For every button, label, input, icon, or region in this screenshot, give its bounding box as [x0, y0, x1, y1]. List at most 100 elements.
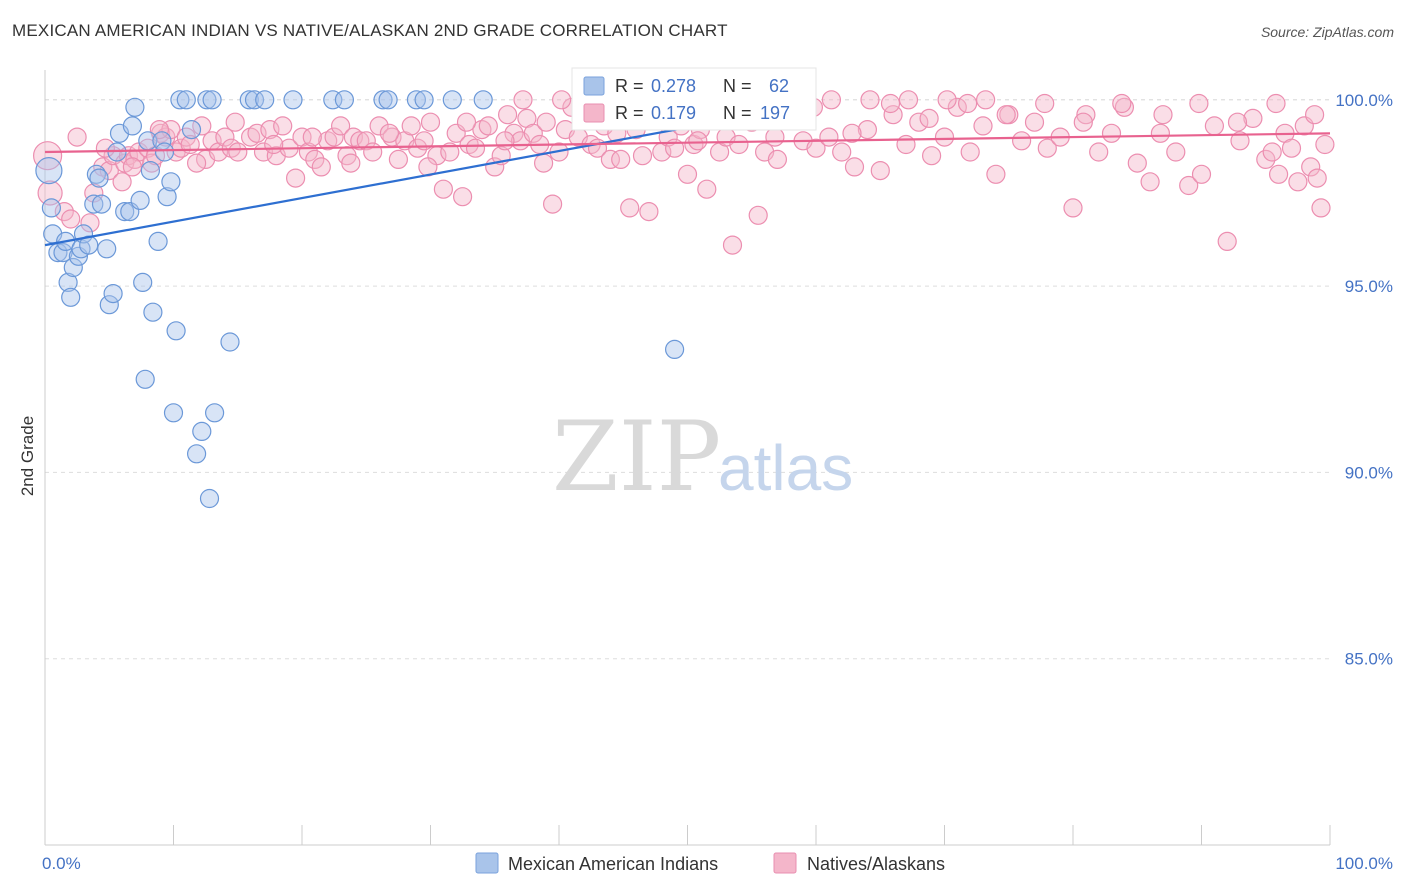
point-mexican-american-indians-51 — [255, 90, 275, 110]
point-natives-alaskans-123 — [921, 146, 942, 166]
point-natives-alaskans-92 — [639, 202, 659, 222]
point-natives-alaskans-49 — [356, 131, 376, 151]
point-natives-alaskans-140 — [1140, 172, 1160, 192]
point-natives-alaskans-144 — [1191, 164, 1212, 184]
point-natives-alaskans-153 — [1281, 138, 1302, 158]
axes — [44, 70, 1331, 846]
point-mexican-american-indians-30 — [140, 161, 160, 181]
point-natives-alaskans-50 — [363, 142, 383, 162]
point-natives-alaskans-193 — [1304, 105, 1325, 125]
point-natives-alaskans-177 — [688, 131, 708, 151]
point-natives-alaskans-125 — [947, 97, 967, 117]
y-tick-label-3: 85.0% — [1345, 650, 1393, 669]
point-mexican-american-indians-26 — [130, 190, 150, 210]
point-natives-alaskans-184 — [957, 93, 978, 114]
point-natives-alaskans-91 — [632, 146, 653, 166]
point-mexican-american-indians-54 — [334, 90, 354, 110]
point-natives-alaskans-172 — [495, 131, 515, 151]
point-natives-alaskans-76 — [536, 112, 556, 132]
point-mexican-american-indians-45 — [199, 488, 220, 509]
stats-n-value-pink: 197 — [760, 103, 790, 123]
point-natives-alaskans-4 — [80, 213, 100, 233]
point-natives-alaskans-141 — [1153, 105, 1173, 125]
point-natives-alaskans-143 — [1179, 175, 1199, 196]
point-mexican-american-indians-28 — [135, 369, 155, 389]
watermark-atlas: atlas — [718, 432, 853, 504]
point-natives-alaskans-122 — [909, 112, 929, 132]
point-mexican-american-indians-25 — [125, 97, 145, 117]
point-mexican-american-indians-1 — [41, 198, 62, 218]
point-mexican-american-indians-7 — [61, 287, 81, 307]
point-mexican-american-indians-18 — [99, 295, 119, 315]
point-natives-alaskans-191 — [1227, 112, 1248, 132]
point-natives-alaskans-57 — [414, 131, 434, 151]
point-natives-alaskans-132 — [1037, 138, 1057, 158]
point-mexican-american-indians-22 — [115, 202, 135, 222]
point-natives-alaskans-55 — [401, 116, 421, 136]
point-natives-alaskans-89 — [620, 198, 640, 218]
point-natives-alaskans-28 — [215, 127, 235, 147]
point-natives-alaskans-147 — [1230, 131, 1250, 151]
point-mexican-american-indians-52 — [283, 90, 303, 110]
stats-r-label-pink: R = — [615, 103, 644, 123]
point-mexican-american-indians-35 — [157, 187, 177, 207]
point-natives-alaskans-3 — [61, 209, 81, 229]
stats-swatch-pink — [583, 103, 605, 123]
point-mexican-american-indians-58 — [414, 90, 434, 110]
point-natives-alaskans-164 — [187, 153, 207, 173]
point-natives-alaskans-42 — [311, 157, 331, 177]
point-natives-alaskans-34 — [260, 120, 280, 140]
point-natives-alaskans-74 — [523, 123, 543, 143]
stats-r-value-pink: 0.179 — [651, 103, 696, 123]
point-natives-alaskans-154 — [1288, 172, 1308, 192]
point-mexican-american-indians-16 — [91, 194, 112, 214]
point-natives-alaskans-70 — [498, 105, 518, 125]
point-mexican-american-indians-39 — [170, 90, 190, 110]
point-mexican-american-indians-42 — [187, 444, 207, 464]
point-mexican-american-indians-17 — [97, 239, 117, 259]
stats-n-label-pink: N = — [723, 103, 752, 123]
point-natives-alaskans-126 — [960, 142, 980, 162]
point-mexican-american-indians-57 — [406, 90, 426, 110]
point-natives-alaskans-205 — [937, 90, 957, 110]
point-natives-alaskans-124 — [934, 127, 955, 147]
point-natives-alaskans-56 — [408, 138, 428, 158]
point-natives-alaskans-67 — [478, 116, 498, 136]
point-natives-alaskans-167 — [302, 127, 322, 147]
point-natives-alaskans-189 — [1150, 123, 1171, 143]
point-mexican-american-indians-44 — [197, 90, 217, 110]
point-natives-alaskans-1 — [37, 180, 63, 206]
point-natives-alaskans-116 — [832, 142, 852, 162]
legend-label-mexican-american-indians: Mexican American Indians — [508, 854, 718, 874]
point-mexican-american-indians-4 — [53, 243, 73, 263]
point-mexican-american-indians-37 — [163, 403, 184, 423]
point-mexican-american-indians-46 — [202, 90, 222, 110]
point-mexican-american-indians-55 — [373, 90, 393, 110]
point-natives-alaskans-109 — [748, 205, 768, 225]
point-natives-alaskans-168 — [341, 153, 361, 173]
point-natives-alaskans-135 — [1076, 105, 1096, 125]
point-natives-alaskans-204 — [898, 90, 919, 110]
point-natives-alaskans-185 — [996, 105, 1016, 125]
point-natives-alaskans-127 — [973, 116, 993, 136]
y-tick-label-2: 90.0% — [1345, 463, 1393, 482]
watermark: ZIP atlas — [552, 401, 853, 513]
point-natives-alaskans-181 — [842, 123, 862, 143]
point-natives-alaskans-179 — [765, 127, 785, 147]
point-mexican-american-indians-56 — [378, 90, 398, 110]
point-natives-alaskans-148 — [1243, 108, 1263, 129]
point-natives-alaskans-173 — [533, 153, 554, 173]
stats-r-label-blue: R = — [615, 76, 644, 96]
point-natives-alaskans-194 — [513, 90, 533, 110]
point-mexican-american-indians-47 — [205, 403, 225, 423]
point-natives-alaskans-106 — [729, 134, 749, 155]
y-axis-label: 2nd Grade — [18, 416, 37, 496]
trend-line-mexican-american-indians — [44, 109, 778, 247]
point-natives-alaskans-38 — [286, 168, 306, 188]
trend-line-natives-alaskans — [44, 132, 1331, 154]
point-natives-alaskans-86 — [600, 149, 621, 169]
stats-n-label-blue: N = — [723, 76, 752, 96]
point-mexican-american-indians-15 — [89, 168, 109, 188]
tick-labels: 100.0% 95.0% 90.0% 85.0% 0.0% 100.0% — [42, 91, 1393, 873]
